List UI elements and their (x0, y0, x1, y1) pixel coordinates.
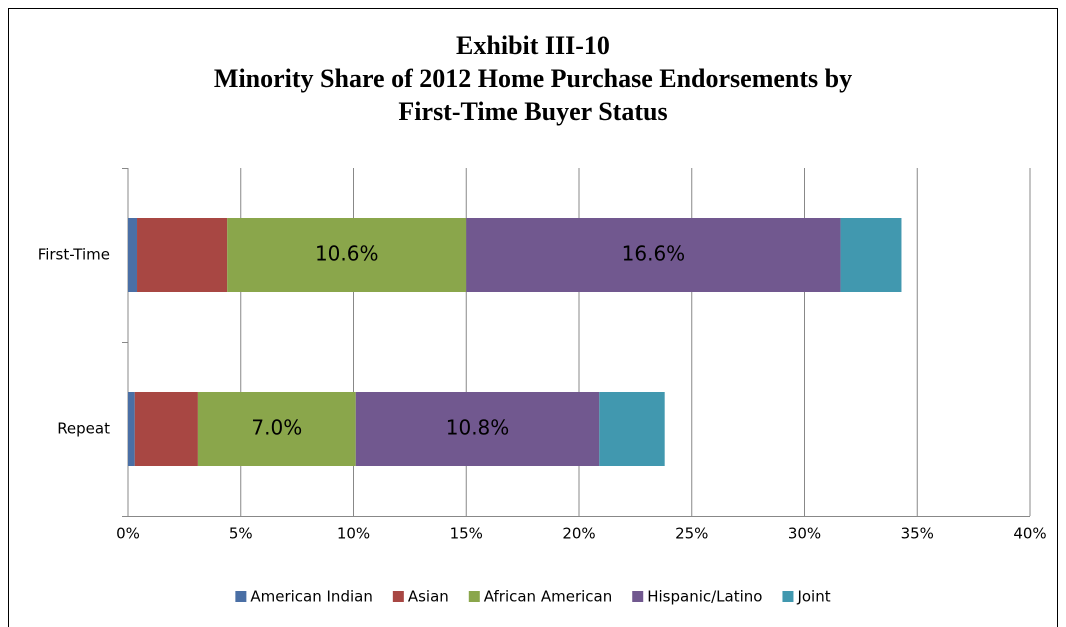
bar-segment (137, 218, 228, 292)
value-label: 7.0% (251, 416, 302, 440)
value-label: 10.8% (446, 416, 510, 440)
x-tick-label: 5% (229, 525, 253, 543)
y-tick-label: Repeat (57, 420, 110, 438)
legend-swatch (392, 591, 404, 602)
legend-label: African American (484, 588, 612, 606)
chart-title: Minority Share of 2012 Home Purchase End… (214, 64, 852, 93)
x-tick-label: 15% (450, 525, 483, 543)
legend-swatch (782, 591, 794, 602)
legend-label: Joint (796, 588, 830, 606)
bar-segment (134, 392, 198, 466)
bar-segment (355, 392, 600, 466)
bar-segment (466, 218, 841, 292)
legend-swatch (235, 591, 247, 602)
chart-title: Exhibit III-10 (456, 31, 610, 60)
bar-segment (128, 218, 138, 292)
legend-swatch (468, 591, 480, 602)
chart-title: First-Time Buyer Status (398, 97, 667, 126)
x-tick-label: 35% (901, 525, 934, 543)
y-tick-label: First-Time (38, 246, 110, 264)
legend-swatch (632, 591, 644, 602)
value-label: 16.6% (622, 242, 686, 266)
x-tick-label: 40% (1013, 525, 1046, 543)
legend-label: Hispanic/Latino (647, 588, 762, 606)
frame (8, 8, 1058, 627)
value-label: 10.6% (315, 242, 379, 266)
legend-label: Asian (408, 588, 449, 606)
x-tick-label: 25% (675, 525, 708, 543)
bar-segment (197, 392, 356, 466)
bar-segment (840, 218, 902, 292)
x-tick-label: 0% (116, 525, 140, 543)
bar-segment (599, 392, 665, 466)
bar-segment (227, 218, 467, 292)
x-tick-label: 30% (788, 525, 821, 543)
bar-segment (128, 392, 135, 466)
legend-label: American Indian (250, 588, 372, 606)
x-tick-label: 20% (562, 525, 595, 543)
x-tick-label: 10% (337, 525, 370, 543)
